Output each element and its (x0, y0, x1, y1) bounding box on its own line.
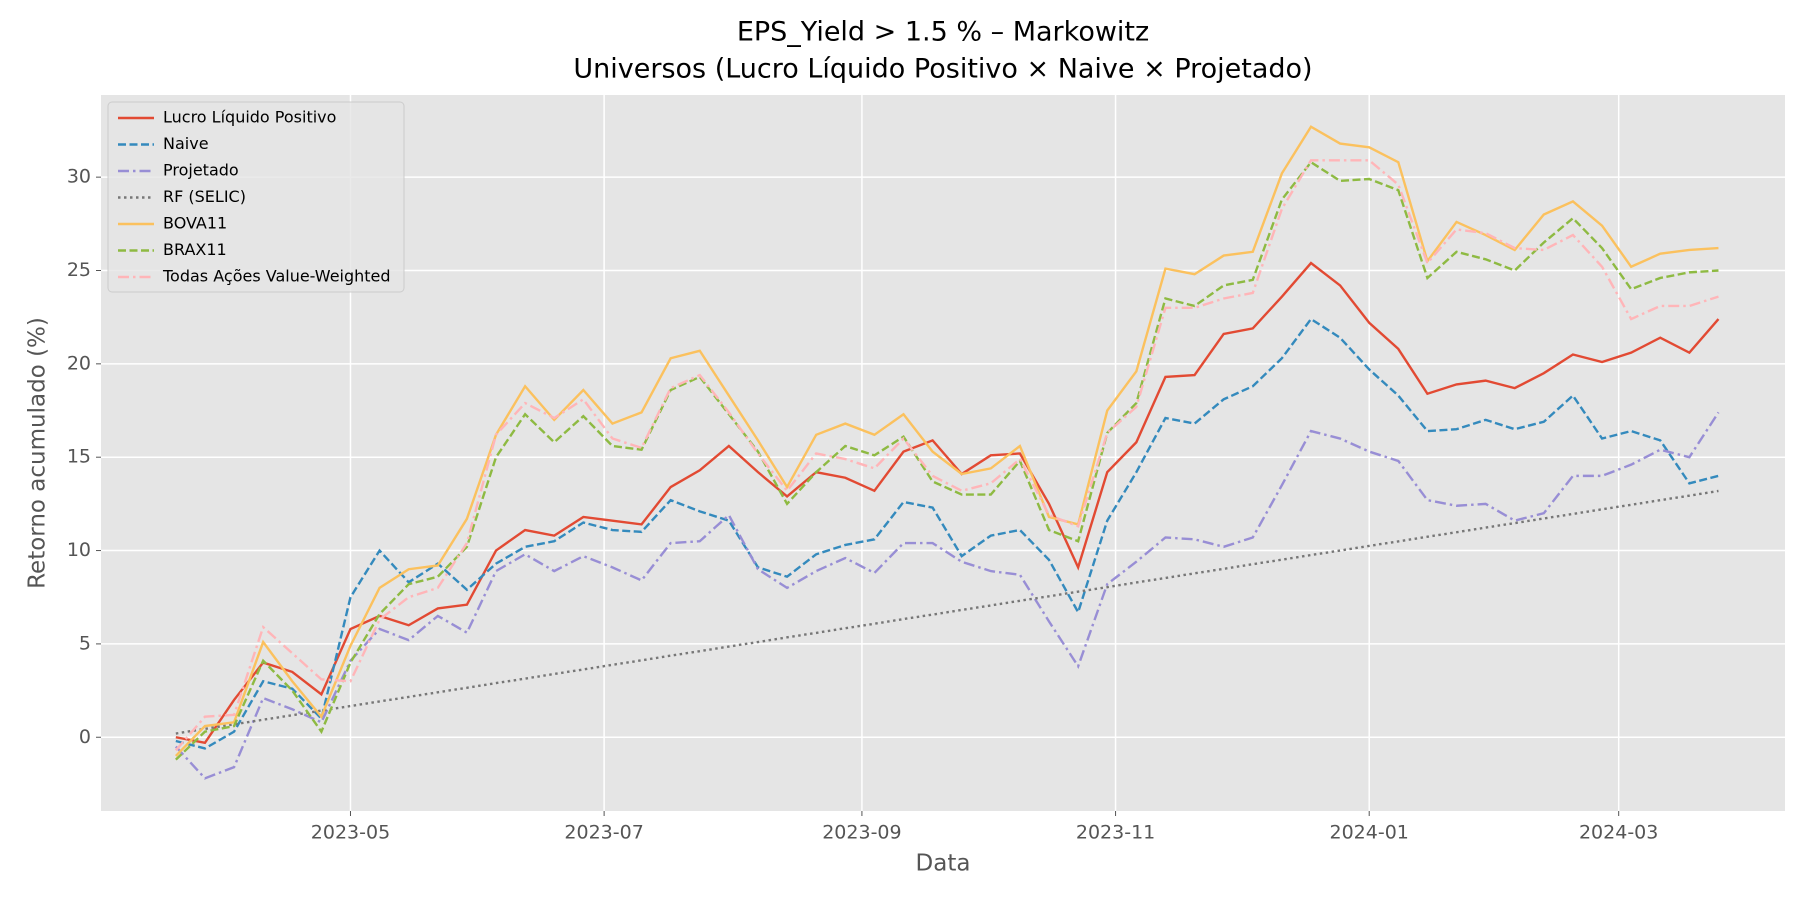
y-axis-label: Retorno acumulado (%) (25, 317, 51, 589)
series-line (175, 160, 1719, 761)
legend-label: Todas Ações Value-Weighted (162, 267, 391, 286)
legend-box (107, 101, 405, 293)
legend-label: Lucro Líquido Positivo (163, 108, 336, 127)
y-tick-label: 10 (67, 539, 91, 561)
series-line (174, 159, 1719, 752)
y-tick-label: 0 (79, 726, 91, 748)
y-tick-label: 25 (67, 259, 91, 281)
x-tick-label: 2023-05 (311, 822, 390, 844)
x-tick-label: 2023-09 (822, 822, 901, 844)
y-tick-label: 15 (67, 446, 91, 468)
chart-title: EPS_Yield > 1.5 % – Markowitz (737, 17, 1149, 48)
x-tick-label: 2023-11 (1076, 822, 1155, 844)
legend-label: Naive (163, 134, 209, 153)
series-line (174, 411, 1720, 780)
y-tick-label: 20 (67, 352, 91, 374)
legend-label: BOVA11 (163, 214, 227, 233)
x-tick-label: 2023-07 (564, 822, 643, 844)
series-line (175, 261, 1720, 745)
x-axis-label: Data (916, 851, 971, 877)
ticks: 0 5 10 15 20 25 30 2023-05 2023-07 2023-09 2023-11… (67, 166, 1659, 844)
legend-label: Projetado (163, 161, 239, 180)
y-tick-label: 5 (79, 632, 91, 654)
series-line (174, 125, 1719, 757)
y-tick-label: 30 (67, 166, 91, 188)
legend: Lucro Líquido Positivo Naive Projetado RF (… (107, 101, 405, 293)
lines (174, 125, 1720, 780)
series-line (175, 489, 1719, 735)
legend-label: RF (SELIC) (163, 187, 246, 206)
x-tick-label: 2024-03 (1579, 822, 1658, 844)
legend-label: BRAX11 (163, 240, 227, 259)
x-tick-label: 2024-01 (1330, 822, 1409, 844)
chart-subtitle: Universos (Lucro Líquido Positivo × Naiv… (573, 54, 1312, 85)
